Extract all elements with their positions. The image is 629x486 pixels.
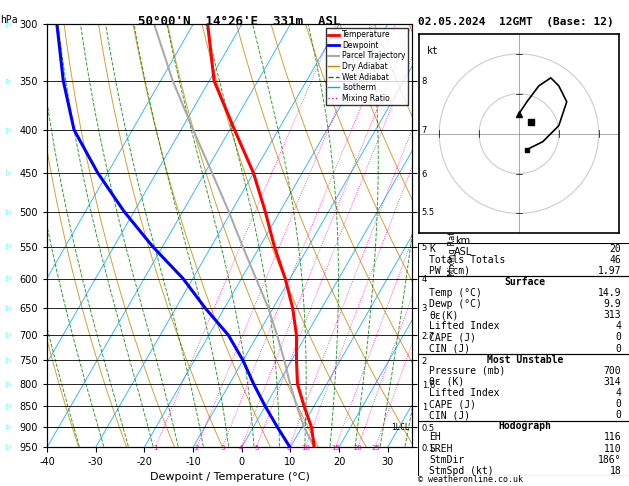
Text: 3: 3 [220, 445, 225, 451]
Text: 110: 110 [604, 444, 621, 453]
Text: ▷: ▷ [6, 403, 12, 409]
Text: ▷: ▷ [6, 127, 12, 133]
Text: kt: kt [427, 46, 439, 56]
Text: Lifted Index: Lifted Index [429, 321, 499, 331]
Text: 1: 1 [153, 445, 158, 451]
Text: EH: EH [429, 433, 441, 442]
Text: 700: 700 [604, 366, 621, 376]
Text: ▷: ▷ [6, 357, 12, 364]
Text: CAPE (J): CAPE (J) [429, 332, 476, 343]
Text: Hodograph: Hodograph [499, 421, 552, 431]
Y-axis label: km
ASL: km ASL [454, 236, 472, 257]
Text: ▷: ▷ [6, 424, 12, 430]
Text: 20: 20 [353, 445, 362, 451]
Text: 15: 15 [331, 445, 340, 451]
Text: 25: 25 [371, 445, 380, 451]
Text: K: K [429, 243, 435, 254]
Text: 4: 4 [616, 388, 621, 398]
Text: SREH: SREH [429, 444, 452, 453]
Text: 9.9: 9.9 [604, 299, 621, 309]
Text: ▷: ▷ [6, 276, 12, 281]
Text: θε(K): θε(K) [429, 310, 459, 320]
Text: 313: 313 [604, 310, 621, 320]
Text: Most Unstable: Most Unstable [487, 355, 564, 364]
Text: 14.9: 14.9 [598, 288, 621, 298]
Text: © weatheronline.co.uk: © weatheronline.co.uk [418, 474, 523, 484]
Text: 50°00'N  14°26'E  331m  ASL: 50°00'N 14°26'E 331m ASL [138, 15, 341, 28]
Text: 4: 4 [239, 445, 243, 451]
Text: Dewp (°C): Dewp (°C) [429, 299, 482, 309]
Text: ▷: ▷ [6, 332, 12, 338]
Text: Surface: Surface [504, 277, 546, 287]
Text: 0: 0 [616, 410, 621, 420]
Text: StmSpd (kt): StmSpd (kt) [429, 466, 494, 476]
Text: 18: 18 [610, 466, 621, 476]
Text: hPa: hPa [0, 15, 18, 25]
Text: 10: 10 [301, 445, 310, 451]
Text: CIN (J): CIN (J) [429, 410, 470, 420]
Text: ▷: ▷ [6, 305, 12, 311]
Text: 5: 5 [254, 445, 259, 451]
Text: Totals Totals: Totals Totals [429, 255, 505, 265]
Text: 186°: 186° [598, 454, 621, 465]
Text: 4: 4 [616, 321, 621, 331]
Text: ▷: ▷ [6, 170, 12, 176]
Text: 116: 116 [604, 433, 621, 442]
Text: 0: 0 [616, 344, 621, 353]
Text: 20: 20 [610, 243, 621, 254]
Text: ▷: ▷ [6, 78, 12, 84]
Text: 1.97: 1.97 [598, 266, 621, 276]
Text: CIN (J): CIN (J) [429, 344, 470, 353]
Legend: Temperature, Dewpoint, Parcel Trajectory, Dry Adiabat, Wet Adiabat, Isotherm, Mi: Temperature, Dewpoint, Parcel Trajectory… [326, 28, 408, 105]
Text: 0: 0 [616, 332, 621, 343]
Text: StmDir: StmDir [429, 454, 464, 465]
Text: Temp (°C): Temp (°C) [429, 288, 482, 298]
Text: 0: 0 [616, 399, 621, 409]
Text: 2: 2 [194, 445, 199, 451]
Text: 8: 8 [287, 445, 291, 451]
Text: Lifted Index: Lifted Index [429, 388, 499, 398]
Text: ▷: ▷ [6, 243, 12, 250]
Text: ▷: ▷ [6, 21, 12, 27]
Text: 1LCL: 1LCL [391, 423, 409, 432]
Text: Mixing Ratio (g/kg): Mixing Ratio (g/kg) [448, 196, 457, 276]
Text: ▷: ▷ [6, 444, 12, 450]
Text: 02.05.2024  12GMT  (Base: 12): 02.05.2024 12GMT (Base: 12) [418, 17, 614, 27]
Text: 46: 46 [610, 255, 621, 265]
Text: Pressure (mb): Pressure (mb) [429, 366, 505, 376]
Text: PW (cm): PW (cm) [429, 266, 470, 276]
Text: ▷: ▷ [6, 381, 12, 387]
Text: ▷: ▷ [6, 208, 12, 215]
Text: CAPE (J): CAPE (J) [429, 399, 476, 409]
Text: θε (K): θε (K) [429, 377, 464, 387]
Text: 314: 314 [604, 377, 621, 387]
X-axis label: Dewpoint / Temperature (°C): Dewpoint / Temperature (°C) [150, 472, 309, 483]
